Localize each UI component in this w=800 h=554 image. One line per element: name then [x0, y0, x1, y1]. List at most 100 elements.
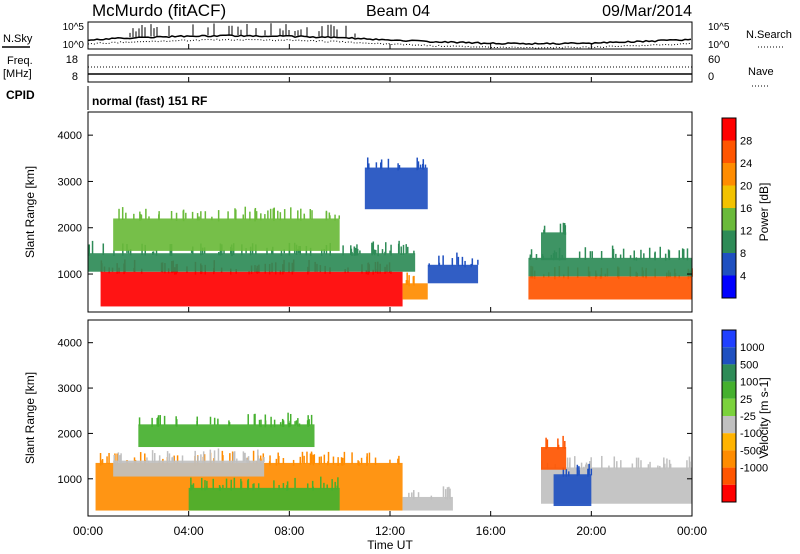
echo-speck — [202, 451, 205, 461]
echo-speck — [273, 419, 276, 428]
echo-speck — [249, 211, 251, 221]
echo-speck — [313, 454, 316, 464]
echo-speck — [585, 462, 588, 470]
echo-speck — [600, 251, 603, 260]
echo-speck — [118, 208, 120, 221]
echo-speck — [422, 159, 425, 170]
echo-speck — [200, 454, 202, 462]
velocity-colorbar-tick: -500 — [740, 445, 762, 457]
echo-speck — [688, 456, 691, 468]
echo-speck — [377, 244, 379, 257]
echo-speck — [191, 211, 194, 219]
echo-speck — [172, 456, 175, 462]
xtick-label: 00:00 — [73, 524, 103, 538]
echo-speck — [158, 455, 161, 463]
xtick-label: 00:00 — [677, 524, 707, 538]
echo-speck — [212, 478, 215, 490]
power-colorbar-tick: 20 — [740, 181, 752, 193]
echo-speck — [373, 249, 376, 256]
echo-speck — [235, 209, 237, 221]
echo-speck — [664, 253, 667, 261]
echo-speck — [209, 416, 212, 425]
echo-speck — [366, 157, 369, 170]
echo-speck — [449, 488, 451, 500]
cpid-text: normal (fast) 151 RF — [92, 94, 207, 108]
echo-speck — [430, 495, 433, 500]
echo-speck — [564, 440, 566, 449]
freq-label-line2: [MHz] — [3, 68, 32, 80]
echo-speck — [213, 450, 216, 461]
echo-speck — [133, 213, 135, 220]
echo-speck — [292, 459, 295, 466]
echo-speck — [341, 457, 344, 466]
echo-speck — [257, 458, 260, 464]
power-colorbar-swatch — [722, 208, 736, 231]
echo-speck — [390, 270, 392, 275]
echo-speck — [244, 452, 246, 462]
echo-speck — [668, 459, 671, 469]
echo-speck — [530, 249, 533, 258]
echo-speck — [279, 270, 282, 275]
echo-speck — [247, 480, 249, 491]
echo-speck — [263, 457, 265, 462]
echo-speck — [277, 452, 279, 464]
echo-speck — [681, 248, 684, 259]
echo-speck — [402, 244, 405, 256]
echo-speck — [192, 483, 195, 489]
echo-speck — [667, 249, 670, 258]
power-heatmap — [88, 157, 693, 307]
echo-speck — [669, 463, 672, 469]
echo-speck — [334, 214, 336, 221]
echo-speck — [456, 252, 458, 265]
echo-speck — [289, 420, 291, 427]
echo-speck — [308, 419, 310, 427]
echo-speck — [273, 480, 275, 490]
echo-speck — [255, 211, 258, 220]
echo-speck — [576, 464, 579, 477]
echo-speck — [190, 250, 193, 254]
echo-speck — [252, 450, 255, 464]
noise-tick-right-top: 10^5 — [708, 22, 730, 33]
echo-speck — [312, 454, 315, 466]
echo-speck — [257, 483, 260, 490]
echo-speck — [306, 483, 309, 489]
echo-speck — [417, 161, 420, 168]
velocity-colorbar-tick: 25 — [740, 394, 752, 406]
velocity-colorbar-swatch — [722, 450, 736, 468]
echo-speck — [371, 242, 373, 254]
echo-speck — [584, 464, 587, 469]
echo-speck — [281, 421, 284, 425]
power-colorbar-frame — [721, 117, 737, 299]
echo-speck — [310, 414, 313, 426]
power-colorbar-tick: 8 — [740, 248, 746, 260]
echo-speck — [88, 244, 91, 256]
echo-speck — [557, 438, 559, 450]
echo-speck — [206, 480, 208, 489]
velocity-heatmap — [95, 412, 692, 511]
echo-speck — [648, 247, 651, 260]
freq-label-line1: Freq. — [7, 55, 33, 67]
echo-speck — [398, 240, 400, 254]
echo-speck — [229, 453, 231, 464]
echo-speck — [428, 263, 430, 267]
echo-speck — [294, 421, 296, 426]
echo-speck — [640, 460, 642, 469]
data-band-0 — [100, 271, 403, 307]
echo-speck — [419, 164, 422, 169]
echo-speck — [612, 251, 615, 259]
echo-speck — [306, 420, 309, 426]
noise-tick-left-bottom: 10^0 — [63, 40, 85, 51]
echo-speck — [309, 453, 312, 465]
echo-speck — [451, 258, 454, 267]
echo-speck — [337, 477, 339, 489]
echo-speck — [649, 461, 651, 468]
echo-speck — [257, 449, 259, 462]
echo-speck — [268, 461, 271, 465]
echo-speck — [171, 457, 173, 463]
echo-speck — [303, 455, 305, 464]
echo-speck — [234, 208, 236, 220]
echo-speck — [231, 248, 233, 257]
velocity-colorbar-swatch — [722, 433, 736, 451]
echo-speck — [204, 211, 207, 219]
power-colorbar-swatch — [722, 185, 736, 208]
